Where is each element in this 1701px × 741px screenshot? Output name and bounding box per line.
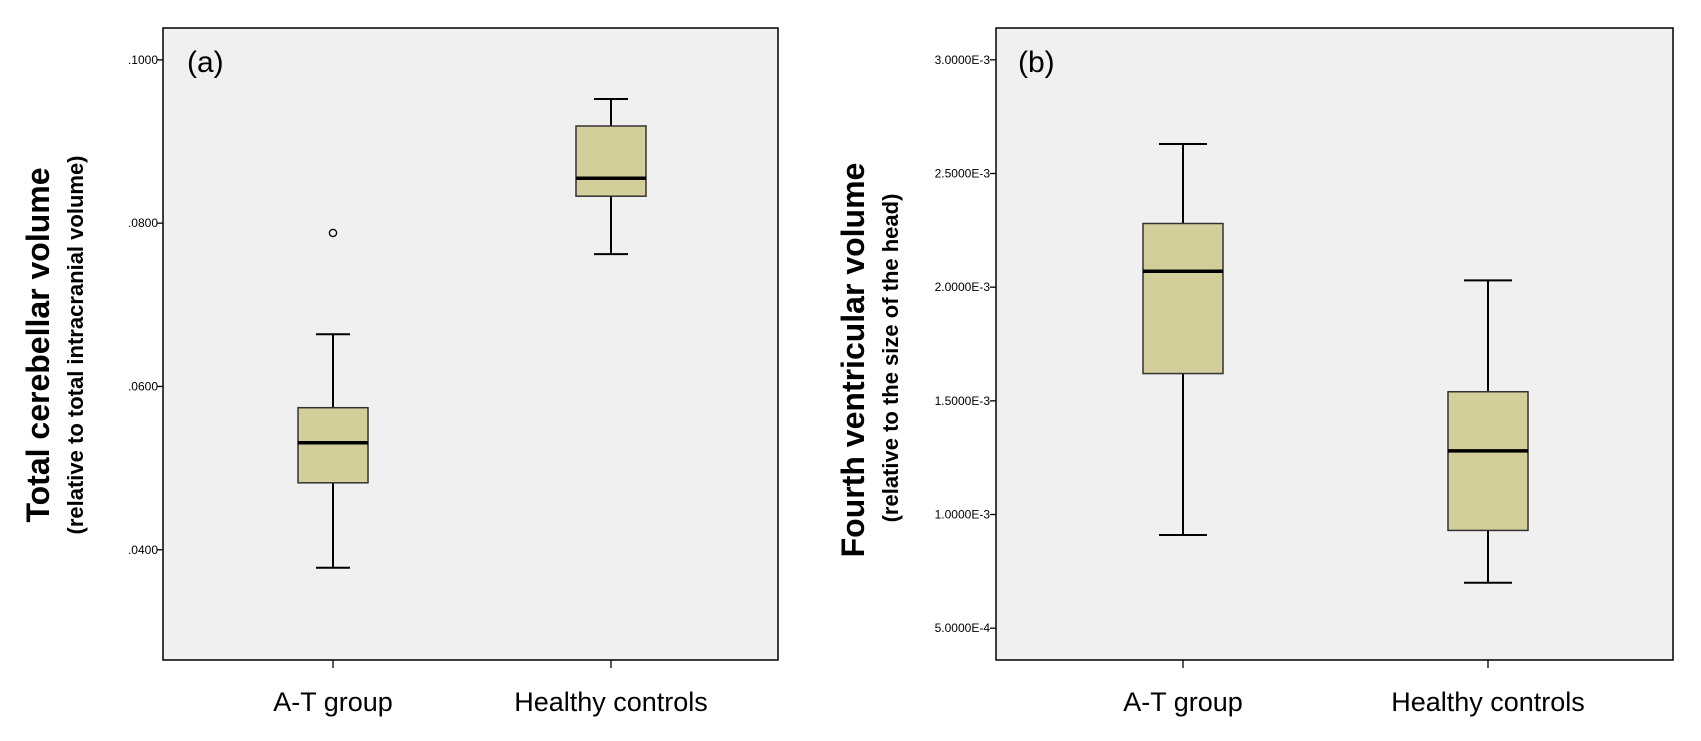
iqr-box [297, 406, 369, 484]
y-axis-subtitle: (relative to total intracranial volume) [63, 156, 88, 535]
panel-a: .0400 .0600 .0800 .1000 A-T group Healthy con… [20, 27, 779, 717]
x-category-label: Healthy controls [1391, 687, 1585, 717]
panel-label: (b) [1018, 46, 1055, 79]
plot-area [162, 27, 779, 661]
y-tick-label: 2.5000E-3 [935, 166, 991, 180]
y-tick-label: 1.5000E-3 [935, 394, 991, 408]
panel-b: 5.0000E-4 1.0000E-3 1.5000E-3 2.0000E-3 2.50… [835, 27, 1674, 717]
box-at-group [1142, 142, 1224, 536]
y-tick-label: 1.0000E-3 [935, 508, 991, 522]
y-tick-label: .1000 [128, 53, 158, 67]
box-healthy-controls [575, 98, 647, 256]
iqr-box [575, 125, 647, 197]
iqr-box [1447, 390, 1529, 532]
y-axis-subtitle: (relative to the size of the head) [878, 194, 903, 523]
x-category-label: Healthy controls [514, 687, 708, 717]
iqr-box [1142, 222, 1224, 375]
panel-label: (a) [187, 46, 224, 79]
y-tick-label: 2.0000E-3 [935, 280, 991, 294]
y-tick-label: 3.0000E-3 [935, 53, 991, 67]
box-healthy-controls [1447, 279, 1529, 584]
plot-area [995, 27, 1674, 661]
y-tick-label: .0600 [128, 379, 158, 393]
x-category-label: A-T group [1123, 687, 1243, 717]
y-tick-label: .0400 [128, 543, 158, 557]
x-category-label: A-T group [273, 687, 393, 717]
y-axis-title: Fourth ventricular volume [835, 163, 871, 558]
box-at-group [297, 228, 369, 569]
y-tick-label: 5.0000E-4 [935, 621, 991, 635]
y-tick-label: .0800 [128, 216, 158, 230]
y-axis-title: Total cerebellar volume [20, 167, 56, 522]
outlier-point [328, 228, 338, 238]
